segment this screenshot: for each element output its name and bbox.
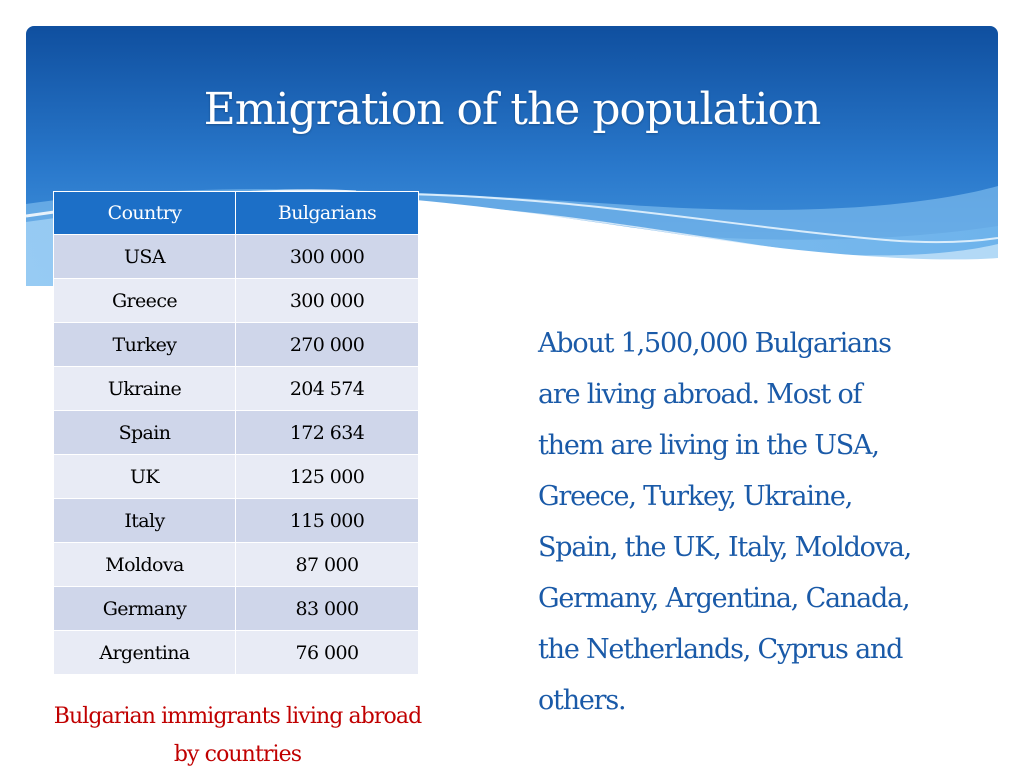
cell-country: Ukraine xyxy=(53,366,236,411)
table-row: Greece 300 000 xyxy=(53,278,419,323)
cell-bulgarians: 300 000 xyxy=(235,278,419,323)
table-row: UK 125 000 xyxy=(53,454,419,499)
cell-country: Argentina xyxy=(53,630,236,675)
caption-line: Bulgarian immigrants living abroad xyxy=(53,704,422,729)
cell-bulgarians: 172 634 xyxy=(235,410,419,455)
caption-line: by countries xyxy=(173,742,302,767)
table-row: Argentina 76 000 xyxy=(53,630,419,675)
cell-country: Greece xyxy=(53,278,236,323)
summary-line: them are living in the USA, xyxy=(538,430,880,461)
cell-bulgarians: 125 000 xyxy=(235,454,419,499)
summary-line: others. xyxy=(538,685,627,716)
table-caption: Bulgarian immigrants living abroad by cou… xyxy=(40,698,435,768)
cell-country: Italy xyxy=(53,498,236,543)
table-row: Germany 83 000 xyxy=(53,586,419,631)
summary-line: Germany, Argentina, Canada, xyxy=(538,583,911,614)
table-row: Ukraine 204 574 xyxy=(53,366,419,411)
cell-bulgarians: 83 000 xyxy=(235,586,419,631)
table-row: Turkey 270 000 xyxy=(53,322,419,367)
summary-text: About 1,500,000 Bulgarians are living abr… xyxy=(538,318,958,726)
summary-line: are living abroad. Most of xyxy=(538,379,863,410)
summary-line: the Netherlands, Cyprus and xyxy=(538,634,903,665)
table-row: Italy 115 000 xyxy=(53,498,419,543)
cell-country: USA xyxy=(53,234,236,279)
summary-line: About 1,500,000 Bulgarians xyxy=(538,328,892,359)
column-header-bulgarians: Bulgarians xyxy=(235,191,419,235)
summary-line: Greece, Turkey, Ukraine, xyxy=(538,481,853,512)
column-header-country: Country xyxy=(53,191,236,235)
cell-bulgarians: 204 574 xyxy=(235,366,419,411)
cell-bulgarians: 270 000 xyxy=(235,322,419,367)
cell-bulgarians: 300 000 xyxy=(235,234,419,279)
table-row: USA 300 000 xyxy=(53,234,419,279)
cell-country: Germany xyxy=(53,586,236,631)
cell-country: UK xyxy=(53,454,236,499)
slide-title: Emigration of the population xyxy=(203,84,822,135)
cell-bulgarians: 87 000 xyxy=(235,542,419,587)
cell-country: Moldova xyxy=(53,542,236,587)
cell-bulgarians: 115 000 xyxy=(235,498,419,543)
table-row: Spain 172 634 xyxy=(53,410,419,455)
table-row: Moldova 87 000 xyxy=(53,542,419,587)
emigration-table: Country Bulgarians USA 300 000 Greece 30… xyxy=(53,191,419,675)
table-header-row: Country Bulgarians xyxy=(53,191,419,235)
cell-country: Spain xyxy=(53,410,236,455)
summary-line: Spain, the UK, Italy, Moldova, xyxy=(538,532,912,563)
cell-bulgarians: 76 000 xyxy=(235,630,419,675)
cell-country: Turkey xyxy=(53,322,236,367)
